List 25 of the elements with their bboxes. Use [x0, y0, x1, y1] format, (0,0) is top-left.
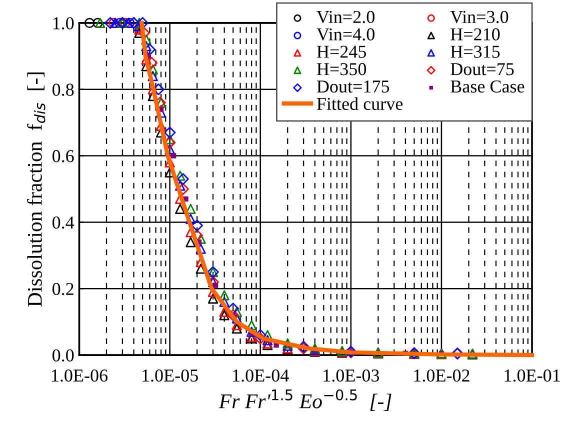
y-tick-label: 0.4	[52, 216, 74, 229]
x-tick-label: 1.0E-03	[324, 369, 380, 382]
legend-label: H=350	[316, 63, 366, 76]
legend-label: Vin=2.0	[316, 10, 374, 24]
y-tick-label: 0.6	[52, 150, 74, 162]
legend-label: Dout=175	[316, 80, 390, 93]
y-tick-label: 0.2	[52, 282, 74, 296]
x-axis-title: Fr Fr'$^{1.5}$ Eo$^{−0.5}$ [-]	[218, 389, 392, 411]
x-tick-label: 1.0E-05	[142, 369, 198, 382]
x-tick-label: 1.0E-01	[504, 369, 560, 382]
y-tick-label: 0.8	[52, 84, 74, 96]
y-tick-label: 1.0	[53, 17, 74, 30]
legend-label: H=315	[450, 46, 500, 58]
x-tick-label: 1.0E-02	[414, 369, 470, 382]
y-tick-label: 0.0	[52, 349, 74, 362]
legend-label: Base Case	[450, 80, 524, 93]
legend-label: Fitted curve	[316, 97, 403, 110]
legend-label: H=245	[316, 46, 366, 58]
x-tick-label: 1.0E-06	[52, 369, 108, 382]
legend-label: Vin=4.0	[316, 28, 374, 41]
legend-label: H=210	[450, 28, 500, 40]
legend-label: Dout=75	[450, 63, 514, 76]
y-axis-title: Dissolution fraction f$_{dis}$ [-]	[27, 72, 46, 307]
x-tick-label: 1.0E-04	[233, 369, 289, 382]
legend-label: Vin=3.0	[450, 10, 508, 24]
